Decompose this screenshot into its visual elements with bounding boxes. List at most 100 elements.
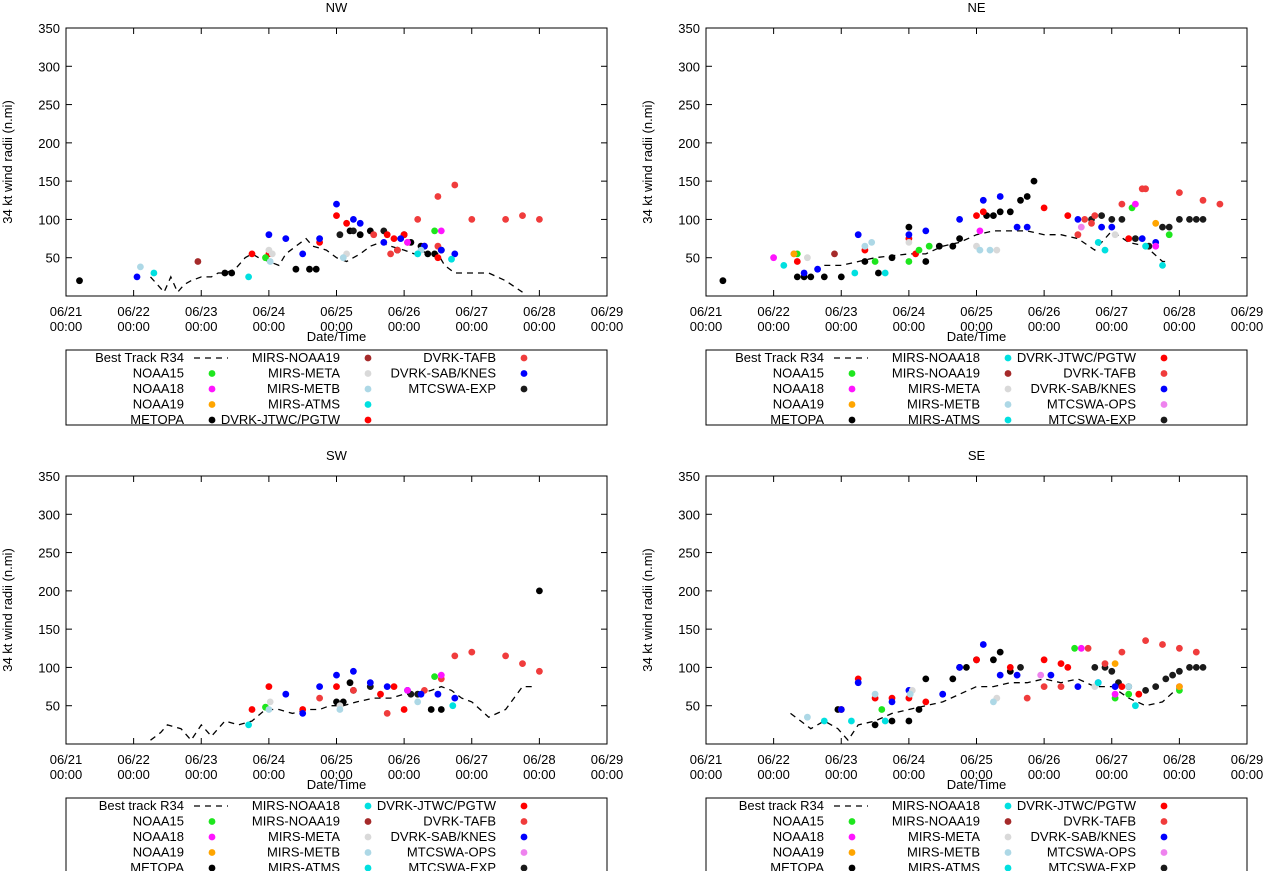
data-point-dvrk-tafb xyxy=(468,648,476,656)
data-point-mirs-metb xyxy=(339,254,347,262)
data-point-metopa xyxy=(922,675,930,683)
x-tick-time-label: 00:00 xyxy=(388,767,421,782)
y-tick-label: 250 xyxy=(678,98,700,113)
data-point-metopa xyxy=(807,273,815,281)
legend-dot-swatch xyxy=(364,864,372,871)
x-tick-time-label: 00:00 xyxy=(893,767,926,782)
x-tick-date-label: 06/28 xyxy=(1163,752,1196,767)
legend-dot-swatch xyxy=(848,818,856,825)
data-layer xyxy=(790,637,1207,742)
y-tick-label: 150 xyxy=(678,622,700,637)
x-tick-date-label: 06/28 xyxy=(523,304,556,319)
legend-dot-swatch xyxy=(1160,833,1168,841)
data-point-dvrk-jtwc-pgtw xyxy=(973,212,980,220)
data-point-dvrk-tafb xyxy=(1074,231,1082,239)
legend-label: NOAA18 xyxy=(133,381,184,396)
x-tick-time-label: 00:00 xyxy=(117,319,150,334)
x-tick-date-label: 06/22 xyxy=(757,304,790,319)
data-point-metopa xyxy=(536,587,543,595)
data-point-mirs-metb xyxy=(861,242,869,250)
legend-label: MTCSWA-EXP xyxy=(1048,412,1136,427)
legend-dot-swatch xyxy=(1160,416,1168,424)
data-point-mirs-metb xyxy=(906,690,914,698)
data-point-noaa15 xyxy=(905,258,913,265)
data-point-metopa xyxy=(221,269,229,277)
data-point-dvrk-jtwc-pgtw xyxy=(434,254,442,262)
data-point-metopa xyxy=(793,273,801,281)
legend-label: MTCSWA-EXP xyxy=(408,381,496,396)
data-point-dvrk-sab-knes xyxy=(133,273,141,281)
legend-dot-swatch xyxy=(208,370,216,377)
data-point-dvrk-tafb xyxy=(1023,694,1031,702)
data-point-mirs-noaa19 xyxy=(194,258,202,265)
data-point-mirs-meta xyxy=(905,239,913,246)
legend-label: MIRS-META xyxy=(268,366,340,381)
y-tick-label: 350 xyxy=(38,21,60,36)
y-axis-label: 34 kt wind radii (n.mi) xyxy=(640,100,655,224)
data-point-mirs-metb xyxy=(137,263,144,271)
data-point-mtcswa-exp xyxy=(1108,216,1116,223)
data-point-dvrk-tafb xyxy=(1118,200,1126,208)
data-point-dvrk-sab-knes xyxy=(451,694,459,702)
data-point-mtcswa-exp xyxy=(1192,216,1200,223)
y-tick-label: 200 xyxy=(38,584,60,599)
data-point-dvrk-sab-knes xyxy=(333,671,340,679)
x-tick-date-label: 06/21 xyxy=(50,752,83,767)
legend-dot-swatch xyxy=(848,833,856,841)
legend-label: DVRK-SAB/KNES xyxy=(1031,381,1137,396)
x-tick-time-label: 00:00 xyxy=(1231,767,1264,782)
x-tick-time-label: 00:00 xyxy=(1163,767,1196,782)
data-point-mirs-atms xyxy=(1094,239,1102,246)
chart-title: NW xyxy=(326,0,348,15)
data-point-dvrk-jtwc-pgtw xyxy=(248,250,256,258)
legend-label: DVRK-JTWC/PGTW xyxy=(1017,798,1137,813)
data-point-noaa18 xyxy=(1132,200,1139,208)
data-point-dvrk-tafb xyxy=(1118,648,1126,656)
x-tick-date-label: 06/26 xyxy=(388,304,421,319)
legend-box xyxy=(705,349,1248,426)
data-point-mirs-metb xyxy=(986,246,994,254)
x-tick-date-label: 06/27 xyxy=(455,752,488,767)
data-point-mirs-atms xyxy=(881,269,889,277)
legend-dot-swatch xyxy=(848,385,856,393)
data-point-metopa xyxy=(1017,196,1024,204)
legend-label: NOAA18 xyxy=(773,381,824,396)
data-point-dvrk-jtwc-pgtw xyxy=(265,683,273,690)
data-point-dvrk-sab-knes xyxy=(1108,223,1116,231)
x-tick-time-label: 00:00 xyxy=(960,319,993,334)
legend-dot-swatch xyxy=(520,802,528,810)
legend-dot-swatch xyxy=(1004,864,1012,871)
data-point-dvrk-jtwc-pgtw xyxy=(333,683,340,690)
legend-dot-swatch xyxy=(1004,401,1012,408)
y-tick-label: 150 xyxy=(38,622,60,637)
data-point-mirs-atms xyxy=(820,717,828,725)
data-point-metopa xyxy=(346,679,354,687)
data-point-mtcswa-exp xyxy=(1165,223,1173,231)
legend-label: NOAA19 xyxy=(773,845,824,860)
legend-dot-swatch xyxy=(208,849,216,856)
legend-dot-swatch xyxy=(208,401,216,408)
data-point-mtcswa-exp xyxy=(350,227,357,235)
data-point-mirs-atms xyxy=(851,269,859,277)
x-tick-time-label: 00:00 xyxy=(1095,319,1128,334)
data-point-dvrk-tafb xyxy=(1057,683,1065,690)
data-point-noaa18 xyxy=(437,227,445,235)
legend-label: MIRS-METB xyxy=(907,845,980,860)
data-point-noaa15 xyxy=(262,254,269,262)
y-tick-label: 150 xyxy=(678,174,700,189)
data-point-noaa18 xyxy=(1077,644,1085,652)
legend-label: METOPA xyxy=(130,860,184,871)
data-point-dvrk-tafb xyxy=(468,216,476,223)
legend-dot-swatch xyxy=(1004,802,1012,810)
x-tick-time-label: 00:00 xyxy=(253,767,286,782)
plot-frame xyxy=(65,27,608,297)
legend-dot-swatch xyxy=(1160,802,1168,810)
data-point-noaa18 xyxy=(976,227,984,235)
x-tick-time-label: 00:00 xyxy=(1095,767,1128,782)
data-point-metopa xyxy=(427,706,435,713)
x-tick-time-label: 00:00 xyxy=(1028,767,1061,782)
legend-dot-swatch xyxy=(1160,818,1168,825)
data-point-mirs-metb xyxy=(265,706,273,713)
data-point-metopa xyxy=(1030,177,1038,185)
data-point-mirs-metb xyxy=(414,698,422,706)
